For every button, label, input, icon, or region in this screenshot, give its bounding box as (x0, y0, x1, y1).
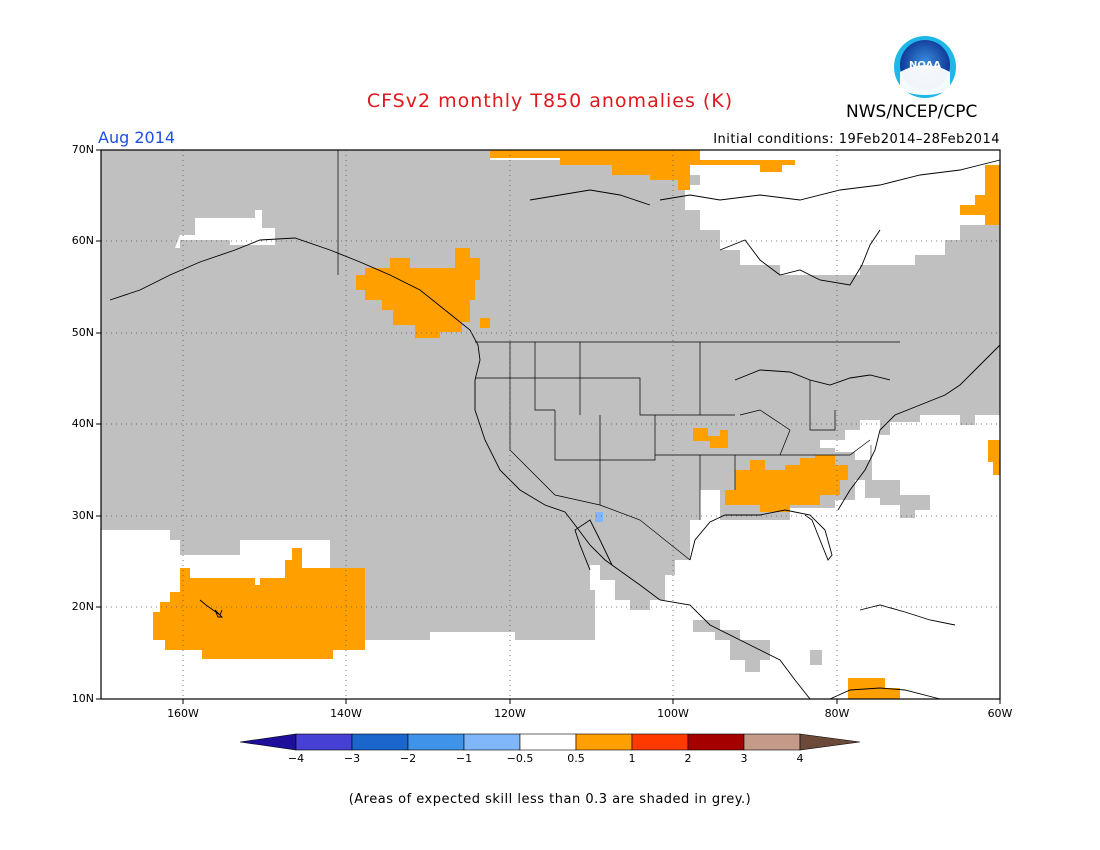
lon-label: 80W (824, 707, 850, 720)
borders (337, 150, 900, 561)
lat-label: 20N (71, 600, 94, 613)
lon-label: 60W (987, 707, 1013, 720)
agency-label: NWS/NCEP/CPC (846, 102, 978, 122)
coastlines (109, 159, 1001, 700)
warm-anomaly-areas (153, 150, 1000, 699)
lat-label: 50N (71, 326, 94, 339)
lat-label: 10N (71, 692, 94, 705)
lon-label: 140W (330, 707, 362, 720)
lat-label: 70N (71, 143, 94, 156)
lon-label: 100W (657, 707, 689, 720)
colorbar-label: −3 (343, 752, 361, 765)
colorbar-label: 2 (684, 752, 692, 765)
low-skill-shading (101, 150, 1000, 672)
colorbar-label: −0.5 (506, 752, 534, 765)
initial-conditions: Initial conditions: 19Feb2014–28Feb2014 (713, 132, 1000, 147)
lon-label: 160W (167, 707, 199, 720)
colorbar-label: 4 (796, 752, 804, 765)
near-zero-areas (175, 160, 940, 460)
forecast-month: Aug 2014 (98, 128, 176, 147)
lat-label: 30N (71, 509, 94, 522)
colorbar-label: −1 (455, 752, 473, 765)
colorbar-label: 0.5 (567, 752, 585, 765)
lon-label: 120W (494, 707, 526, 720)
colorbar-label: 1 (628, 752, 636, 765)
colorbar-label: −4 (287, 752, 305, 765)
skill-footnote: (Areas of expected skill less than 0.3 a… (348, 792, 752, 807)
map-title: CFSv2 monthly T850 anomalies (K) (366, 90, 734, 112)
colorbar-label: −2 (399, 752, 417, 765)
colorbar-label: 3 (740, 752, 748, 765)
lat-label: 60N (71, 234, 94, 247)
cool-anomaly-area (595, 512, 603, 522)
lat-label: 40N (71, 417, 94, 430)
